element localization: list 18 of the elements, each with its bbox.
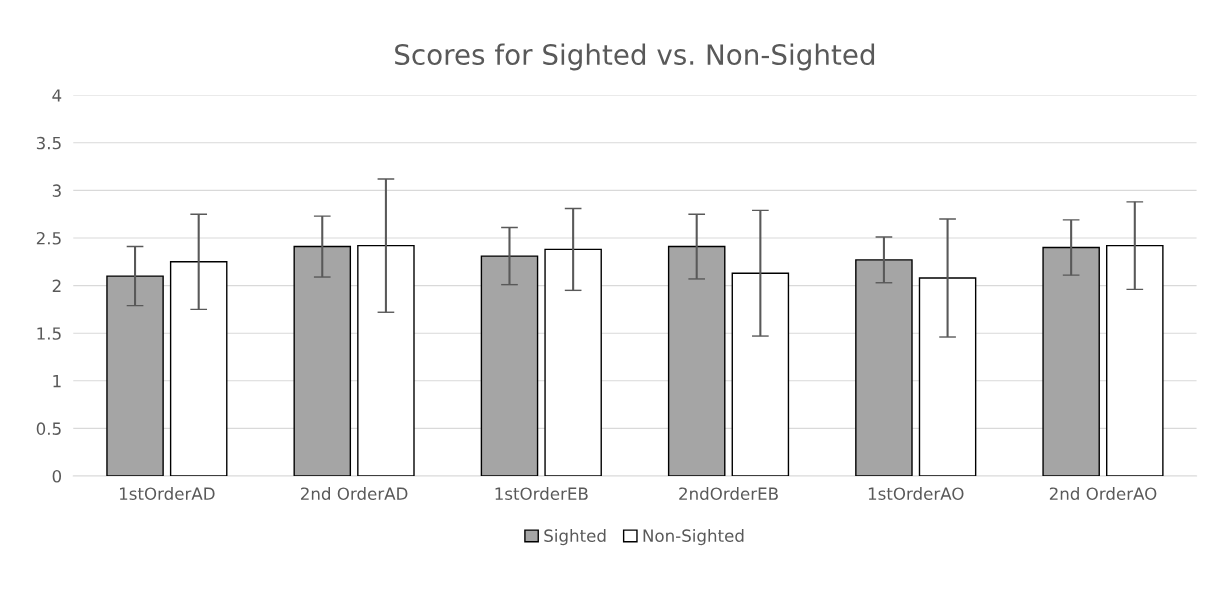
y-tick-label: 0.5 (36, 422, 61, 435)
legend-label: Sighted (544, 529, 606, 546)
y-tick-label: 2 (52, 279, 61, 292)
chart-title: Scores for Sighted vs. Non-Sighted (395, 43, 875, 71)
y-tick-label: 1 (53, 374, 61, 388)
x-tick-label: 2nd OrderAD (300, 487, 408, 501)
x-tick-label: 1stOrderAO (868, 487, 964, 501)
y-tick-label: 3.5 (36, 136, 61, 150)
y-tick-label: 2.5 (36, 231, 61, 245)
x-tick-label: 2nd OrderAO (1049, 487, 1157, 501)
x-tick-label: 2ndOrderEB (679, 487, 778, 501)
legend-label: Non-Sighted (643, 529, 744, 546)
y-tick-label: 1.5 (37, 327, 61, 340)
y-tick-label: 3 (52, 184, 61, 197)
x-tick-label: 1stOrderEB (495, 487, 588, 501)
y-tick-label: 0 (52, 469, 62, 483)
y-tick-label: 4 (52, 89, 62, 102)
x-tick-label: 1stOrderAD (119, 487, 215, 501)
